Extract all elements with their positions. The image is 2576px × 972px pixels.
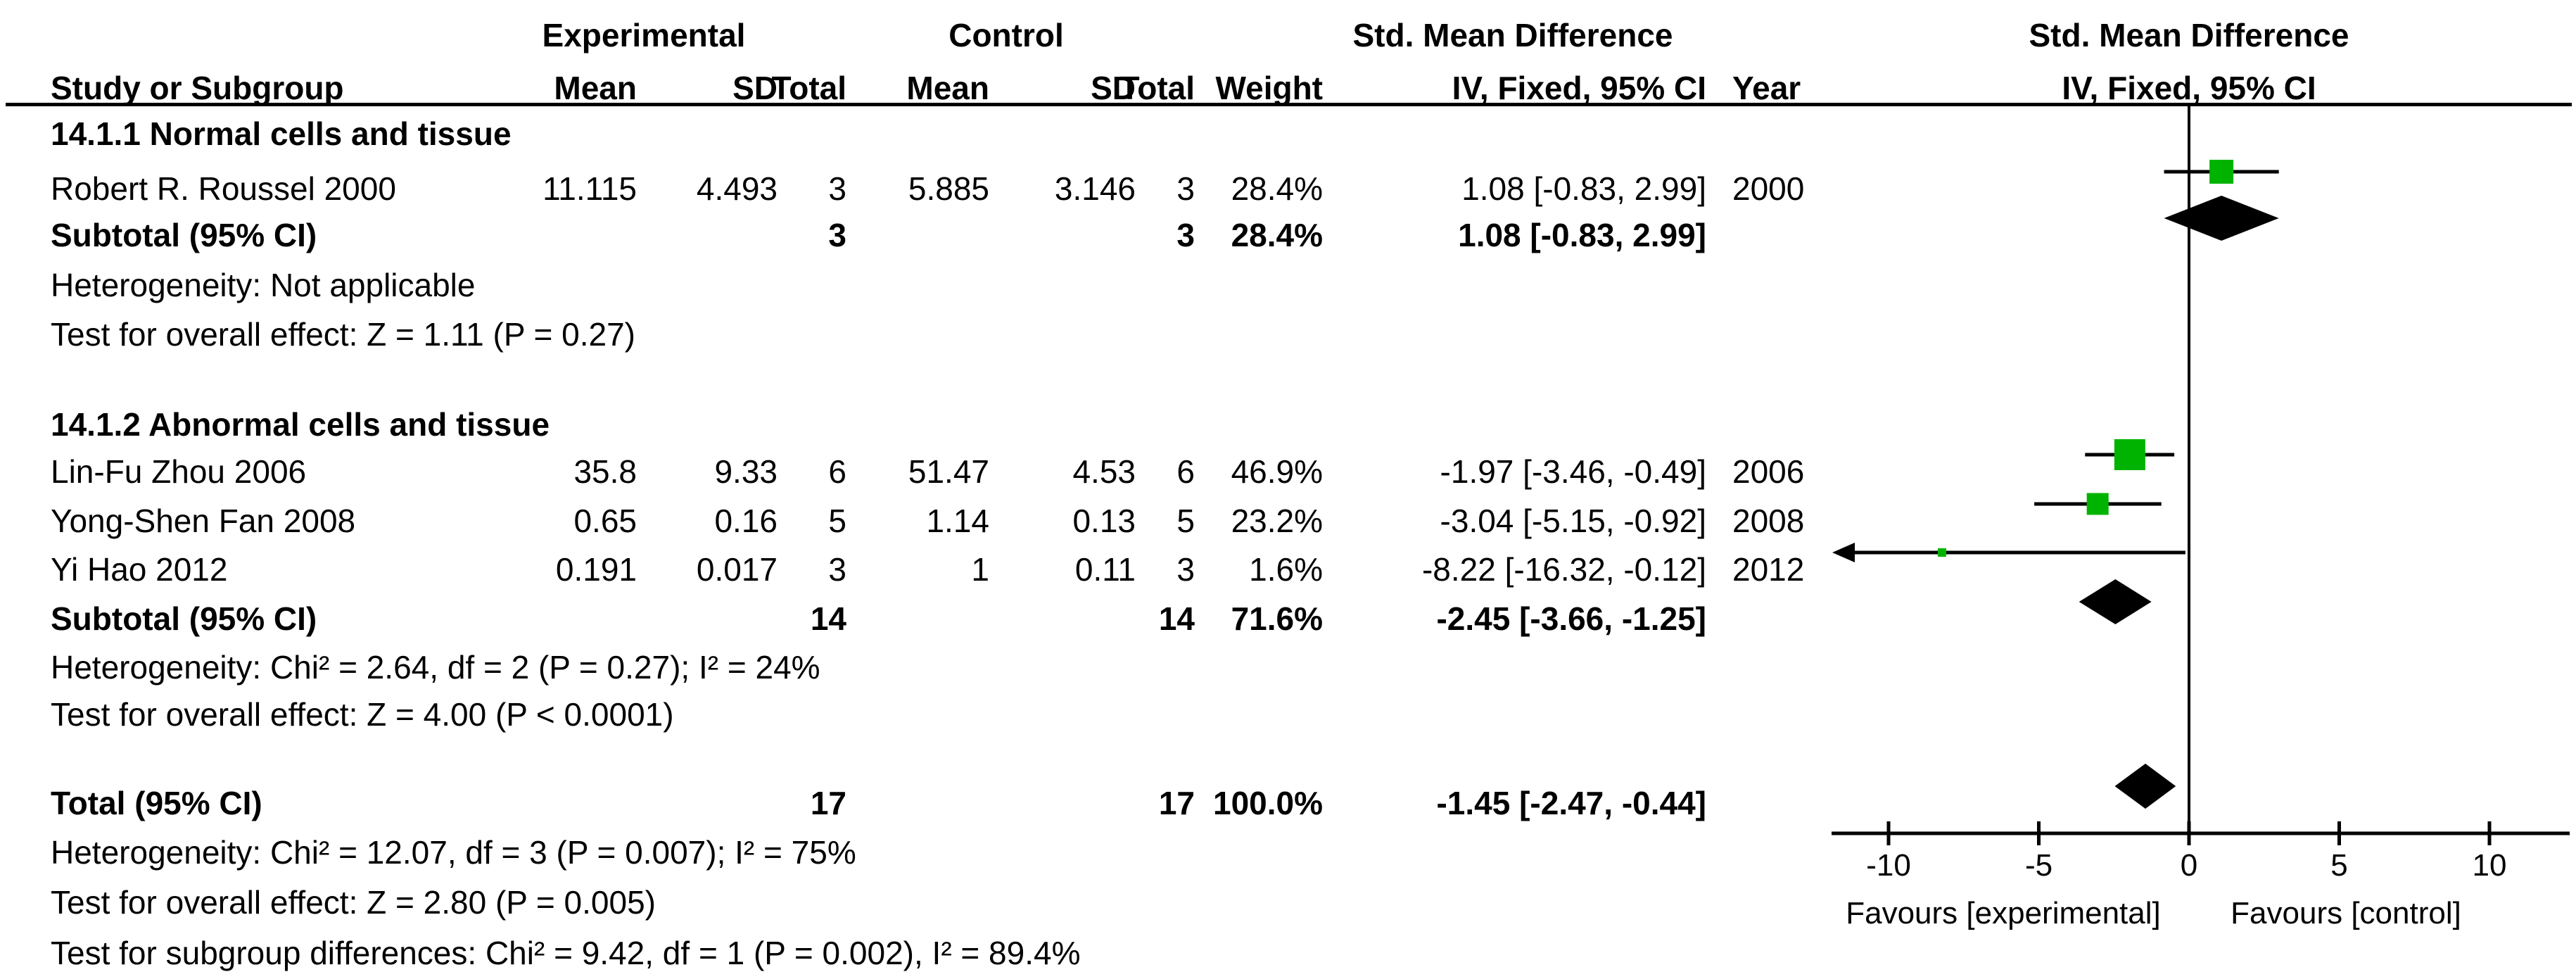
study-label: Yi Hao 2012: [51, 551, 228, 588]
experimental-total: 5: [828, 503, 846, 539]
subtotal-label: Subtotal (95% CI): [51, 217, 317, 253]
year-value: 2012: [1732, 551, 1805, 588]
experimental-mean: 0.65: [573, 503, 637, 539]
header-method-plot: IV, Fixed, 95% CI: [2062, 70, 2316, 106]
weight-value: 23.2%: [1231, 503, 1323, 539]
favours-experimental-label: Favours [experimental]: [1846, 896, 2161, 930]
smd-ci-value: -3.04 [-5.15, -0.92]: [1440, 503, 1706, 539]
favours-control-label: Favours [control]: [2231, 896, 2461, 930]
control-total: 3: [1176, 551, 1195, 588]
control-mean: 1.14: [926, 503, 989, 539]
experimental-total: 3: [828, 170, 846, 207]
header-sd-control: SD: [1091, 70, 1136, 106]
experimental-sd: 0.16: [714, 503, 778, 539]
header-study-or-subgroup: Study or Subgroup: [51, 70, 344, 106]
control-total: 6: [1176, 453, 1195, 490]
total-control-total: 17: [1158, 785, 1195, 821]
control-mean: 51.47: [908, 453, 989, 490]
year-value: 2000: [1732, 170, 1805, 207]
overall_effect-note: Test for overall effect: Z = 4.00 (P < 0…: [51, 696, 674, 733]
total-label: Total (95% CI): [51, 785, 262, 821]
header-underline: [6, 103, 2572, 106]
subtotal-control-total: 14: [1158, 600, 1195, 637]
year-value: 2008: [1732, 503, 1805, 539]
heterogeneity-note: Heterogeneity: Chi² = 2.64, df = 2 (P = …: [51, 649, 820, 686]
header-weight: Weight: [1215, 70, 1323, 106]
experimental-sd: 4.493: [696, 170, 778, 207]
control-sd: 3.146: [1054, 170, 1136, 207]
experimental-mean: 11.115: [543, 170, 637, 207]
header-control: Control: [948, 17, 1064, 53]
subtotal-control-total: 3: [1176, 217, 1195, 253]
subtotal-weight: 28.4%: [1231, 217, 1323, 253]
control-mean: 1: [971, 551, 989, 588]
x-axis-tick-label: -5: [2024, 848, 2053, 883]
study-label: Yong-Shen Fan 2008: [51, 503, 356, 539]
weight-value: 1.6%: [1249, 551, 1323, 588]
subtotal-label: Subtotal (95% CI): [51, 600, 317, 637]
control-sd: 4.53: [1072, 453, 1136, 490]
header-sd-experimental: SD: [732, 70, 778, 106]
subtotal-experimental-total: 3: [828, 217, 846, 253]
study-label: Robert R. Roussel 2000: [51, 170, 396, 207]
smd-ci-value: -1.97 [-3.46, -0.49]: [1440, 453, 1706, 490]
study-square-marker: [1938, 548, 1947, 557]
overall_effect-note: Test for overall effect: Z = 1.11 (P = 0…: [51, 316, 635, 353]
subtotal-diamond: [2164, 196, 2279, 241]
subtotal-experimental-total: 14: [810, 600, 846, 637]
header-total-experimental: Total: [771, 70, 846, 106]
subgroup-title: 14.1.1 Normal cells and tissue: [51, 115, 512, 152]
header-smd-table: Std. Mean Difference: [1352, 17, 1673, 53]
total-diamond: [2114, 764, 2176, 809]
weight-value: 46.9%: [1231, 453, 1323, 490]
weight-value: 28.4%: [1231, 170, 1323, 207]
subtotal-weight: 71.6%: [1231, 600, 1323, 637]
x-axis-tick-label: -10: [1866, 848, 1911, 883]
x-axis-tick-label: 10: [2472, 848, 2507, 883]
header-smd-plot: Std. Mean Difference: [2029, 17, 2349, 53]
experimental-sd: 0.017: [696, 551, 778, 588]
header-total-control: Total: [1119, 70, 1195, 106]
experimental-mean: 0.191: [555, 551, 637, 588]
control-sd: 0.13: [1072, 503, 1136, 539]
year-value: 2006: [1732, 453, 1805, 490]
header-year: Year: [1732, 70, 1801, 106]
heterogeneity-note: Heterogeneity: Chi² = 12.07, df = 3 (P =…: [51, 834, 856, 871]
experimental-total: 3: [828, 551, 846, 588]
smd-ci-value: -8.22 [-16.32, -0.12]: [1421, 551, 1706, 588]
header-mean-experimental: Mean: [554, 70, 637, 106]
control-sd: 0.11: [1074, 551, 1136, 588]
study-square-marker: [2209, 160, 2234, 184]
x-axis-tick-label: 5: [2330, 848, 2348, 883]
total-weight: 100.0%: [1212, 785, 1323, 821]
experimental-sd: 9.33: [714, 453, 778, 490]
overall_effect-note: Test for overall effect: Z = 2.80 (P = 0…: [51, 884, 656, 921]
subgroup-title: 14.1.2 Abnormal cells and tissue: [51, 406, 550, 443]
study-label: Lin-Fu Zhou 2006: [51, 453, 307, 490]
ci-arrow-left-icon: [1832, 543, 1855, 562]
subgroup_differences-note: Test for subgroup differences: Chi² = 9.…: [51, 935, 1081, 971]
experimental-mean: 35.8: [573, 453, 637, 490]
subtotal-smd-ci: -2.45 [-3.66, -1.25]: [1436, 600, 1706, 637]
study-square-marker: [2114, 439, 2145, 470]
subtotal-smd-ci: 1.08 [-0.83, 2.99]: [1458, 217, 1706, 253]
heterogeneity-note: Heterogeneity: Not applicable: [51, 267, 476, 303]
smd-ci-value: 1.08 [-0.83, 2.99]: [1461, 170, 1706, 207]
x-axis-tick-label: 0: [2180, 848, 2198, 883]
subtotal-diamond: [2079, 579, 2152, 624]
total-experimental-total: 17: [810, 785, 846, 821]
header-mean-control: Mean: [906, 70, 989, 106]
header-experimental: Experimental: [542, 17, 746, 53]
study-square-marker: [2086, 493, 2109, 515]
control-total: 3: [1176, 170, 1195, 207]
control-mean: 5.885: [908, 170, 989, 207]
control-total: 5: [1176, 503, 1195, 539]
total-smd-ci: -1.45 [-2.47, -0.44]: [1436, 785, 1706, 821]
header-method-table: IV, Fixed, 95% CI: [1452, 70, 1706, 106]
experimental-total: 6: [828, 453, 846, 490]
